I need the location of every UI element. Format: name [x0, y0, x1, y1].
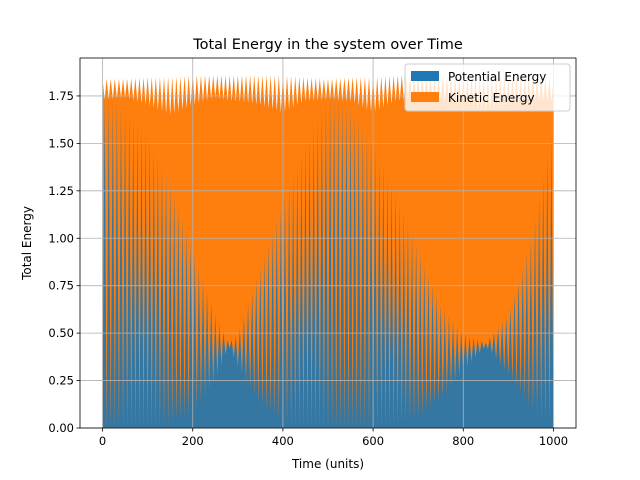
y-tick-label: 1.50 — [48, 136, 74, 150]
legend-label: Potential Energy — [448, 70, 546, 84]
y-tick-label: 1.25 — [48, 184, 74, 198]
x-tick-label: 800 — [452, 434, 474, 448]
plot-area — [102, 75, 554, 428]
y-tick-label: 1.00 — [48, 231, 74, 245]
x-tick-label: 600 — [362, 434, 384, 448]
y-axis-label: Total Energy — [20, 206, 34, 281]
y-tick-label: 0.25 — [48, 374, 74, 388]
legend-box — [404, 63, 571, 112]
x-axis-label: Time (units) — [291, 457, 364, 471]
y-tick-label: 1.75 — [48, 89, 74, 103]
x-tick-label: 200 — [182, 434, 204, 448]
x-tick-label: 1000 — [539, 434, 568, 448]
axes: 0 200 400 600 800 1000 0.00 0.25 0.50 0.75 1.00 1.2… — [48, 57, 577, 448]
legend-label: Kinetic Energy — [448, 91, 535, 105]
y-tick-label: 0.00 — [48, 421, 74, 435]
grid — [80, 58, 576, 429]
x-tick-label: 400 — [272, 434, 294, 448]
y-tick-label: 0.75 — [48, 279, 74, 293]
legend: Potential Energy Kinetic Energy — [404, 63, 571, 112]
axes-frame — [79, 57, 577, 429]
potential-energy-area — [102, 96, 554, 428]
chart-title: Total Energy in the system over Time — [192, 37, 463, 53]
y-tick-label: 0.50 — [48, 326, 74, 340]
x-tick-label: 0 — [99, 434, 106, 448]
legend-swatch — [411, 71, 439, 81]
legend-swatch — [411, 92, 439, 102]
